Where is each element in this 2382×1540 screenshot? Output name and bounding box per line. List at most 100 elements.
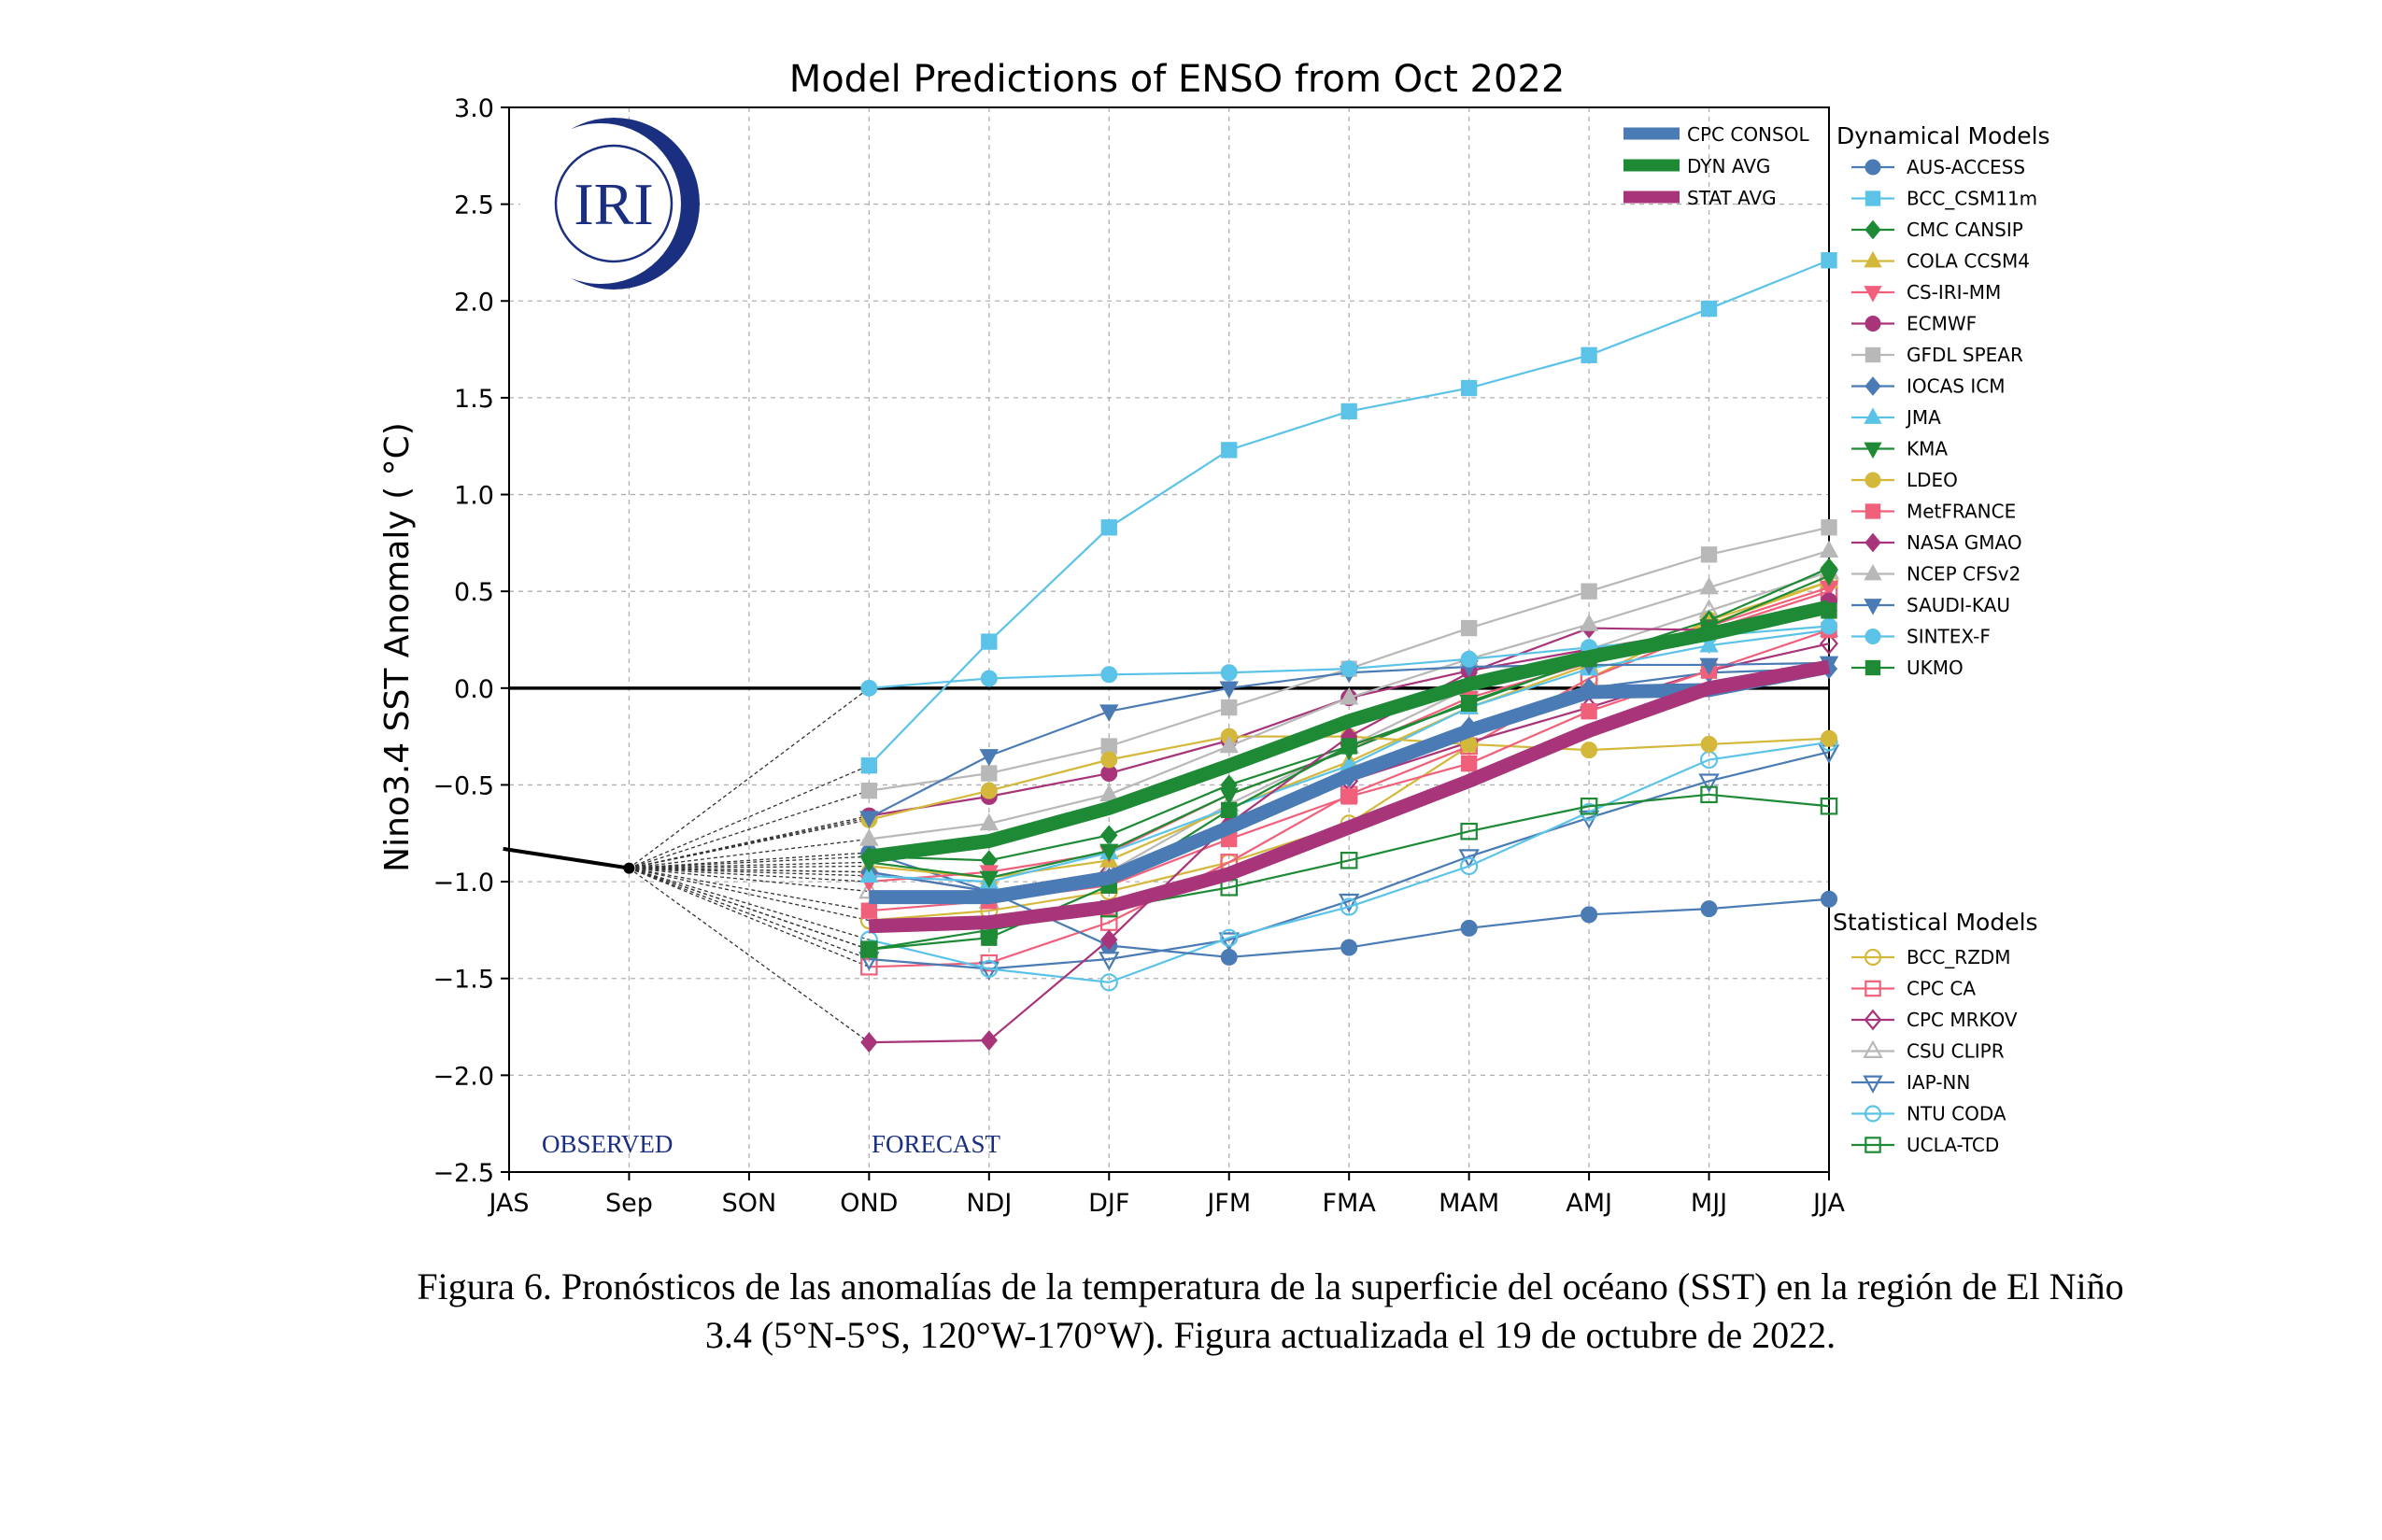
series-point-bcc-csm11m (1700, 300, 1718, 318)
series-point-ncep-cfsv2 (1219, 735, 1239, 754)
x-tick-label: Sep (605, 1189, 653, 1218)
series-point-sintex-f (1340, 660, 1358, 678)
observed-point (623, 862, 635, 874)
series-point-aus-access (1460, 919, 1478, 937)
series-point-jma (859, 865, 879, 883)
y-tick-label: −2.0 (432, 1062, 494, 1091)
observed-series (503, 846, 635, 874)
guide-line (629, 765, 870, 869)
series-point-ncep-cfsv2 (859, 828, 879, 846)
legend-label: JMA (1905, 406, 1941, 429)
series-point-ukmo (1340, 738, 1357, 755)
series-point-sintex-f (860, 679, 878, 697)
series-point-ldeo (1821, 729, 1837, 747)
legend-label: CS-IRI-MM (1907, 281, 2001, 304)
series-point-bcc-csm11m (1221, 442, 1238, 459)
series-point-iap-nn (1338, 893, 1360, 913)
series-point-gfdl-spear (1821, 519, 1837, 536)
series-point-sintex-f (980, 670, 998, 687)
legend-label: CMC CANSIP (1907, 219, 2023, 241)
guide-line (629, 852, 870, 869)
guide-line (629, 867, 870, 968)
legend-marker (1864, 472, 1881, 488)
series-point-ukmo (1221, 801, 1238, 819)
guide-line (629, 790, 870, 869)
y-tick-label: 2.5 (454, 191, 494, 220)
guide-line (629, 868, 870, 1043)
consensus-line-stat-avg (869, 659, 1831, 934)
series-point-bcc-csm11m (981, 633, 998, 650)
series-point-kma (979, 870, 1000, 889)
y-axis-label: Nino3.4 SST Anomaly ( °C) (378, 422, 417, 872)
y-tick-label: 0.5 (454, 578, 494, 607)
legend-marker (1864, 442, 1882, 459)
legend-marker (1864, 503, 1881, 519)
iri-logo: IRI (520, 118, 700, 290)
legend-marker (1863, 1039, 1883, 1059)
series-point-ntu-coda (1220, 928, 1239, 947)
series-line-iap-nn (869, 751, 1830, 970)
legend-marker (1864, 980, 1881, 997)
series-point-ucla-tcd (1700, 785, 1718, 804)
legend-label: NCEP CFSv2 (1907, 563, 2020, 586)
series-point-bcc-csm11m (1340, 403, 1357, 420)
series-point-saudi-kau (859, 811, 879, 828)
legend-label: SINTEX-F (1907, 626, 1991, 648)
legend-label: NASA GMAO (1907, 531, 2022, 554)
legend-marker (1864, 286, 1882, 303)
y-tick-label: −1.0 (432, 869, 494, 897)
y-tick-label: 1.5 (454, 385, 494, 414)
series-point-sintex-f (1100, 666, 1118, 684)
legend-label: UKMO (1907, 657, 1964, 679)
legend-label: SAUDI-KAU (1907, 594, 2010, 616)
guide-line (629, 867, 870, 940)
series-point-iap-nn (978, 961, 1000, 981)
series-point-bcc-csm11m (1581, 346, 1597, 363)
series-point-gfdl-spear (1581, 583, 1597, 600)
consensus-line-dyn-avg (868, 600, 1831, 864)
legend-label: GFDL SPEAR (1907, 344, 2023, 366)
guide-line (629, 817, 870, 869)
guide-line (629, 867, 870, 951)
series-point-nasa-gmao (980, 1030, 998, 1052)
legend-label: CPC CONSOL (1687, 123, 1809, 146)
series-point-nasa-gmao (1100, 929, 1118, 951)
series-point-ukmo (981, 929, 998, 946)
legend-marker (1864, 219, 1881, 240)
guide-line (629, 865, 870, 869)
legend-dynamical: Dynamical Models AUS-ACCESS BCC_CSM11m CMC … (1836, 122, 2050, 679)
legend-label: MetFRANCE (1907, 501, 2016, 523)
series-point-ncep-cfsv2 (1819, 540, 1839, 558)
legend-marker (1864, 316, 1881, 332)
legend-label: BCC_CSM11m (1907, 188, 2037, 210)
guide-line (629, 867, 870, 873)
chart-grid (508, 106, 1830, 1173)
series-point-iap-nn (1218, 932, 1240, 952)
y-tick-label: 1.0 (454, 482, 494, 511)
series-point-gfdl-spear (1221, 699, 1238, 716)
guide-line (629, 867, 870, 922)
series-point-metfrance (860, 902, 878, 919)
consensus-line-cpc-consol (869, 659, 1831, 905)
legend-marker (1864, 659, 1881, 676)
guide-line (629, 855, 870, 869)
y-tick-label: 3.0 (454, 94, 494, 123)
y-tick-label: −1.5 (432, 966, 494, 995)
legend-marker (1864, 407, 1882, 424)
series-point-ldeo (980, 782, 998, 799)
y-tick-label: 2.0 (454, 288, 494, 317)
series-point-nasa-gmao (860, 1032, 878, 1053)
series-point-aus-access (1700, 900, 1718, 918)
chart-axes: JAS Sep SON OND NDJ DJF JFM FMA MAM AMJ MJJ JJA 3.0 2… (432, 94, 1845, 1218)
observed-line (503, 846, 630, 870)
legend-label: LDEO (1907, 469, 1958, 491)
series-point-ncep-cfsv2 (1699, 576, 1719, 595)
series-point-bcc-csm11m (1821, 252, 1837, 269)
x-tick-label: JFM (1205, 1189, 1251, 1218)
series-point-metfrance (1581, 703, 1597, 720)
legend-label: COLA CCSM4 (1907, 250, 2030, 273)
consensus-series (868, 600, 1831, 934)
series-point-kma (1219, 787, 1239, 806)
observed-to-forecast-guides (629, 687, 870, 1043)
series-line-ntu-coda (869, 741, 1830, 983)
